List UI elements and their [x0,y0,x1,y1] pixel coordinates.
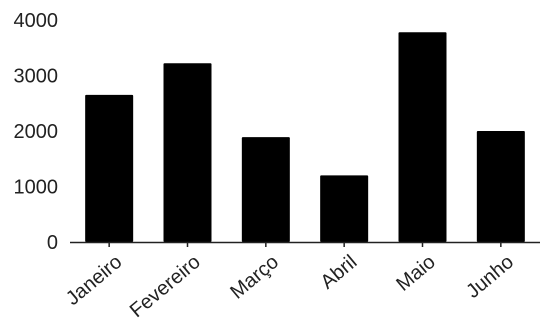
x-tick-label: Janeiro [62,251,126,310]
bar-maio [398,32,447,243]
x-tick-label: Junho [462,251,518,303]
x-tick-label: Fevereiro [126,251,205,322]
y-tick-label: 4000 [14,10,59,32]
bar-abril [320,175,369,242]
bar-junho [476,131,525,242]
x-axis: Janeiro Fevereiro Março Abril Maio Junho [62,241,540,322]
y-tick-label: 2000 [14,121,59,143]
x-tick-label: Maio [392,251,439,296]
bars [85,32,525,243]
y-tick-label: 0 [47,232,58,254]
x-tick-label: Março [226,251,283,304]
bar-março [241,137,290,242]
bar-janeiro [85,94,134,242]
x-tick-label: Abril [317,251,362,294]
y-tick-label: 1000 [14,177,59,199]
y-axis: 0 1000 2000 3000 4000 [14,10,59,254]
bar-fevereiro [163,63,212,242]
y-tick-label: 3000 [14,66,59,88]
